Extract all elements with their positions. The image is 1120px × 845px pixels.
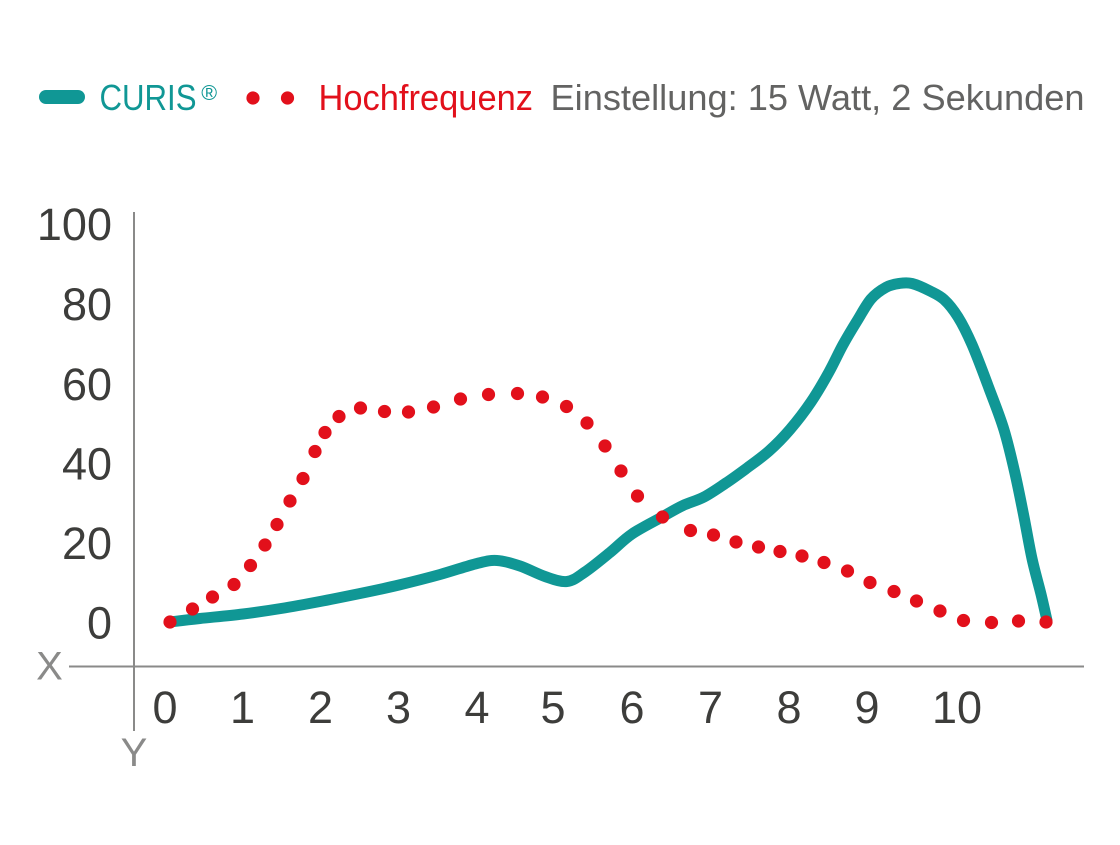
svg-text:3: 3 xyxy=(386,682,411,733)
svg-text:5: 5 xyxy=(540,682,565,733)
svg-text:100: 100 xyxy=(37,199,112,250)
svg-text:0: 0 xyxy=(87,598,112,649)
svg-text:9: 9 xyxy=(854,682,879,733)
svg-text:1: 1 xyxy=(230,682,255,733)
svg-text:20: 20 xyxy=(62,518,112,569)
svg-text:7: 7 xyxy=(698,682,723,733)
svg-text:2: 2 xyxy=(308,682,333,733)
svg-text:80: 80 xyxy=(62,279,112,330)
svg-text:8: 8 xyxy=(776,682,801,733)
svg-text:®: ® xyxy=(201,81,217,105)
svg-text:Hochfrequenz: Hochfrequenz xyxy=(319,77,534,118)
svg-text:60: 60 xyxy=(62,359,112,410)
svg-text:Einstellung: 15 Watt, 2 Sekund: Einstellung: 15 Watt, 2 Sekunden xyxy=(551,77,1085,118)
svg-text:4: 4 xyxy=(464,682,489,733)
svg-text:X: X xyxy=(36,644,63,688)
svg-text:40: 40 xyxy=(62,439,112,490)
svg-text:CURIS: CURIS xyxy=(100,77,197,118)
svg-text:10: 10 xyxy=(932,682,982,733)
svg-text:0: 0 xyxy=(152,682,177,733)
svg-text:Y: Y xyxy=(121,731,148,775)
svg-text:6: 6 xyxy=(619,682,644,733)
